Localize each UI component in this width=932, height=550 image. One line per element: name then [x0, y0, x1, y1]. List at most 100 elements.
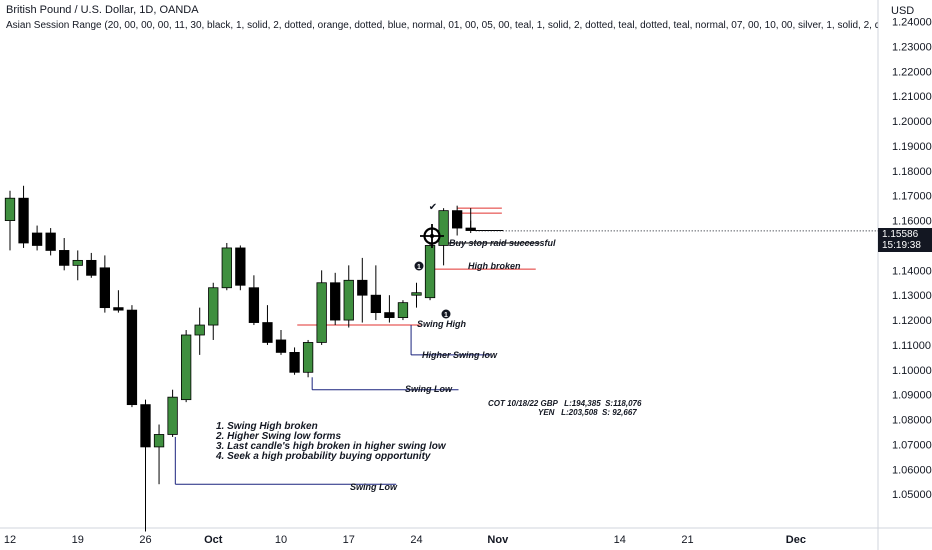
bear-candle-body: [140, 404, 151, 448]
candle[interactable]: [411, 282, 422, 308]
bear-candle-body: [126, 309, 138, 406]
candle[interactable]: [45, 228, 56, 256]
bear-candle-body: [99, 267, 110, 309]
bear-candle-body: [235, 247, 246, 286]
bear-candle-body: [59, 250, 70, 266]
bear-candle-body: [113, 307, 124, 311]
bull-candle-body: [4, 197, 16, 221]
strategy-steps: 1. Swing High broken 2. Higher Swing low…: [216, 422, 446, 462]
candle[interactable]: [424, 242, 436, 301]
candle[interactable]: [140, 399, 151, 532]
bear-candle-body: [31, 232, 43, 246]
bear-candle-body: [330, 282, 341, 321]
candle[interactable]: [113, 290, 124, 313]
candle[interactable]: [194, 307, 205, 355]
candle[interactable]: [167, 389, 178, 437]
candle[interactable]: [289, 347, 300, 375]
currency-label[interactable]: USD: [891, 5, 915, 17]
bull-candle-body: [316, 282, 327, 343]
candle[interactable]: [59, 237, 70, 271]
bear-candle-body: [289, 352, 300, 373]
bear-candle-body: [248, 287, 260, 323]
price-tick-label: 1.06000: [892, 464, 932, 476]
chart-annotations: Buy stop raid successful High broken Swing…: [350, 202, 556, 492]
bull-candle-body: [411, 292, 422, 296]
candle[interactable]: [397, 300, 409, 321]
candle[interactable]: [86, 252, 97, 278]
candle[interactable]: [451, 205, 463, 236]
time-tick-label: Oct: [204, 534, 223, 546]
candle[interactable]: [384, 295, 395, 323]
price-tick-label: 1.08000: [892, 415, 932, 427]
annotation-levels: [174, 207, 878, 485]
candle[interactable]: [330, 272, 341, 326]
current-price-badge: 1.15586 15:19:38: [878, 228, 932, 252]
current-price-value: 1.15586: [882, 229, 919, 240]
cot-report: COT 10/18/22 GBP L:194,385 S:118,076 YEN …: [488, 399, 641, 417]
step-1: 1. Swing High broken: [216, 421, 318, 432]
time-axis: 12 19 26 Oct 10 17 24 Nov 14 21 Dec: [0, 527, 932, 546]
bull-candle-body: [221, 247, 232, 289]
higher-swing-low-label: Higher Swing low: [422, 350, 498, 360]
price-tick-label: 1.10000: [892, 365, 932, 377]
time-tick-label: 19: [72, 534, 84, 546]
symbol-title[interactable]: British Pound / U.S. Dollar, 1D, OANDA: [6, 4, 199, 16]
candle[interactable]: [72, 250, 83, 281]
bull-candle-body: [167, 396, 178, 435]
candle[interactable]: [99, 255, 110, 313]
candle[interactable]: [370, 265, 382, 321]
price-tick-label: 1.24000: [892, 17, 932, 29]
candle[interactable]: [208, 282, 219, 340]
bull-candle-body: [194, 324, 205, 336]
bear-candle-body: [384, 312, 395, 318]
candle[interactable]: [262, 305, 273, 345]
bull-candle-body: [208, 287, 219, 326]
candle[interactable]: [4, 190, 16, 251]
candle[interactable]: [153, 424, 165, 485]
number-marker: [441, 309, 451, 319]
bear-candle-body: [45, 232, 56, 251]
swing-high-label: Swing High: [417, 319, 466, 329]
number-marker-text: 1: [417, 264, 421, 271]
bear-candle-body: [370, 294, 382, 314]
bull-candle-body: [302, 342, 314, 373]
bull-candle-body: [397, 302, 409, 318]
candlestick-series: [4, 185, 476, 532]
candle[interactable]: [275, 330, 287, 355]
candle[interactable]: [18, 185, 29, 248]
candle[interactable]: [357, 257, 368, 323]
cot-line-yen: YEN L:203,508 S: 92,667: [538, 408, 637, 417]
candle[interactable]: [180, 330, 192, 403]
bull-candle-body: [438, 210, 449, 246]
price-tick-label: 1.05000: [892, 489, 932, 501]
candle[interactable]: [248, 275, 260, 326]
indicator-legend[interactable]: Asian Session Range (20, 00, 00, 00, 11,…: [6, 20, 878, 31]
time-tick-label: 17: [343, 534, 355, 546]
step-4: 4. Seek a high probability buying opport…: [216, 451, 431, 462]
price-tick-label: 1.09000: [892, 390, 932, 402]
target-icon: [420, 224, 444, 248]
time-tick-label: 24: [410, 534, 422, 546]
price-tick-label: 1.17000: [892, 191, 932, 203]
time-tick-label: 14: [614, 534, 626, 546]
price-tick-label: 1.11000: [892, 340, 931, 352]
candle[interactable]: [302, 339, 314, 378]
candle[interactable]: [126, 305, 138, 408]
buy-stop-label: Buy stop raid successful: [449, 238, 556, 248]
time-tick-label: 12: [4, 534, 16, 546]
step-2: 2. Higher Swing low forms: [216, 431, 342, 442]
candle[interactable]: [343, 265, 354, 328]
price-tick-label: 1.21000: [892, 91, 932, 103]
candle[interactable]: [221, 242, 232, 291]
candle[interactable]: [465, 220, 476, 234]
candle[interactable]: [316, 270, 327, 345]
candle[interactable]: [235, 245, 246, 291]
candle[interactable]: [31, 225, 43, 251]
bull-candle-body: [180, 334, 192, 401]
number-marker-text: 1: [444, 312, 448, 319]
price-axis: 1.05000 1.06000 1.07000 1.08000 1.09000 1.100…: [877, 0, 932, 550]
bull-candle-body: [153, 434, 165, 448]
step-3: 3. Last candle's high broken in higher s…: [216, 441, 446, 452]
price-tick-label: 1.12000: [892, 315, 932, 327]
